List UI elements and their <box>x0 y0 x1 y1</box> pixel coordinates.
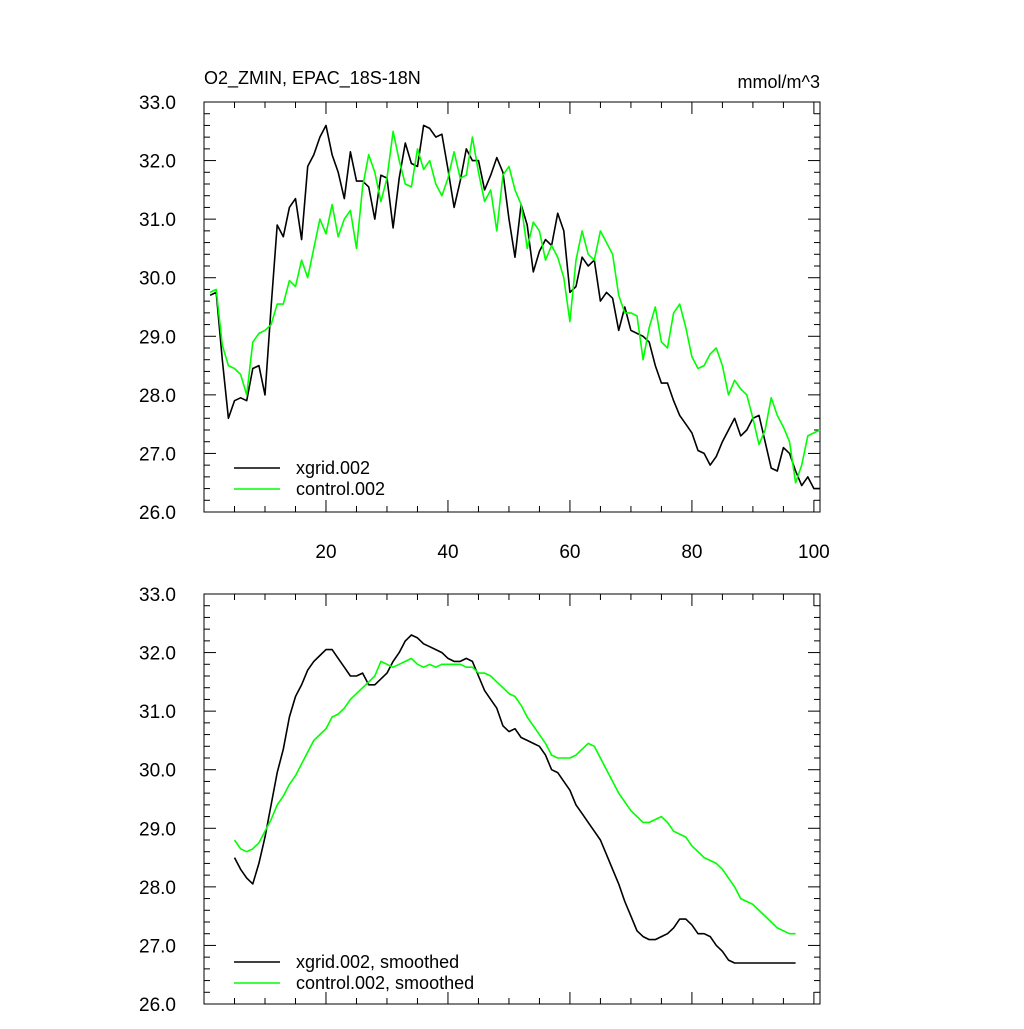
legend-label: xgrid.002 <box>296 458 370 478</box>
y-tick-label: 32.0 <box>139 152 176 173</box>
y-tick-label: 33.0 <box>139 585 176 606</box>
y-tick-label: 28.0 <box>139 878 176 899</box>
y-tick-label: 31.0 <box>139 702 176 723</box>
plot-frame <box>203 593 821 1005</box>
plot-frame <box>203 101 821 513</box>
y-tick-label: 30.0 <box>139 761 176 782</box>
y-tick-label: 26.0 <box>139 503 176 524</box>
y-tick-label: 31.0 <box>139 210 176 231</box>
chart-units: mmol/m^3 <box>738 72 820 92</box>
y-tick-label: 30.0 <box>139 269 176 290</box>
series-line-control <box>209 130 821 484</box>
x-tick-label: 40 <box>437 542 458 563</box>
y-tick-label: 26.0 <box>139 995 176 1016</box>
legend-label: control.002, smoothed <box>296 973 474 993</box>
x-tick-label: 20 <box>315 542 336 563</box>
y-tick-label: 28.0 <box>139 386 176 407</box>
legend-label: control.002 <box>296 479 385 499</box>
legend-label: xgrid.002, smoothed <box>296 952 459 972</box>
y-tick-label: 32.0 <box>139 644 176 665</box>
y-tick-label: 27.0 <box>139 444 176 465</box>
series-line-xgrid <box>209 124 820 490</box>
y-tick-label: 33.0 <box>139 93 176 114</box>
top-panel: O2_ZMIN, EPAC_18S-18N mmol/m^3 26.0 27.0 2… <box>139 68 830 563</box>
x-tick-label: 60 <box>559 542 580 563</box>
x-tick-label: 80 <box>681 542 702 563</box>
y-tick-label: 27.0 <box>139 936 176 957</box>
chart-title: O2_ZMIN, EPAC_18S-18N <box>204 68 421 89</box>
bottom-panel: 26.0 27.0 28.0 29.0 30.0 31.0 32.0 33.0 xgrid.00… <box>139 585 821 1016</box>
series-line-control <box>233 657 796 935</box>
series-line-xgrid <box>233 634 796 964</box>
y-tick-label: 29.0 <box>139 327 176 348</box>
x-tick-label: 100 <box>798 542 830 563</box>
y-tick-label: 29.0 <box>139 819 176 840</box>
